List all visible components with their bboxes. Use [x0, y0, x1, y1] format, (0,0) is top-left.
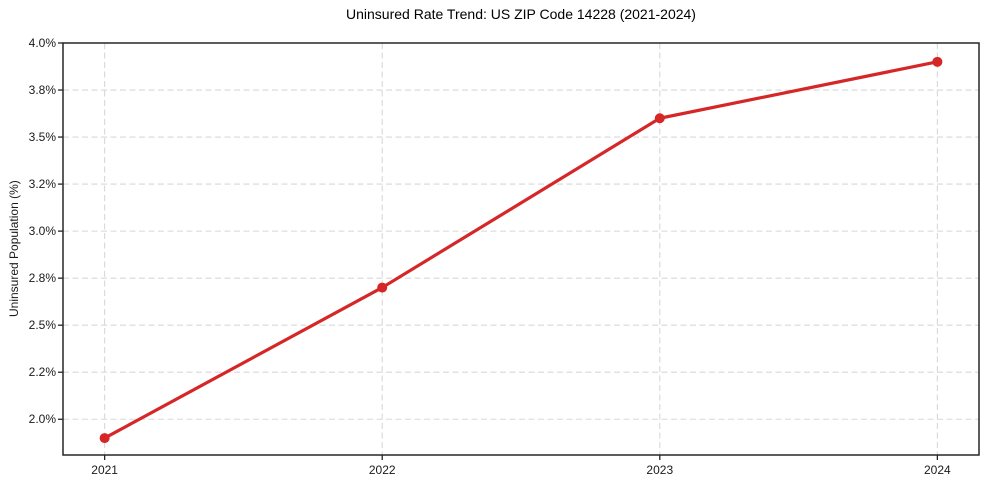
x-tick-label: 2024	[924, 463, 951, 477]
y-tick-label: 3.0%	[28, 224, 56, 239]
axes-spines	[62, 42, 980, 456]
x-tick-label: 2021	[91, 463, 118, 477]
y-tick-label: 4.0%	[28, 36, 56, 50]
data-point-marker	[377, 282, 388, 293]
y-tick-label: 2.5%	[28, 318, 56, 333]
y-tick-label: 2.2%	[28, 365, 56, 380]
plot-area	[58, 42, 980, 460]
x-tick-label: 2022	[368, 463, 396, 477]
y-tick-label: 3.2%	[28, 177, 56, 192]
x-tick-label: 2023	[646, 463, 674, 477]
chart-canvas	[58, 42, 980, 460]
data-point-marker	[654, 113, 665, 124]
data-point-marker	[932, 56, 943, 67]
y-tick-label: 2.8%	[28, 271, 56, 286]
y-tick-label: 2.0%	[28, 412, 56, 427]
y-tick-label: 3.5%	[28, 130, 56, 145]
y-tick-label: 3.8%	[28, 83, 56, 98]
trend-line	[103, 60, 939, 440]
data-point-marker	[99, 433, 110, 444]
y-axis-label: Uninsured Population (%)	[7, 180, 21, 318]
chart-title: Uninsured Rate Trend: US ZIP Code 14228 …	[346, 6, 696, 22]
